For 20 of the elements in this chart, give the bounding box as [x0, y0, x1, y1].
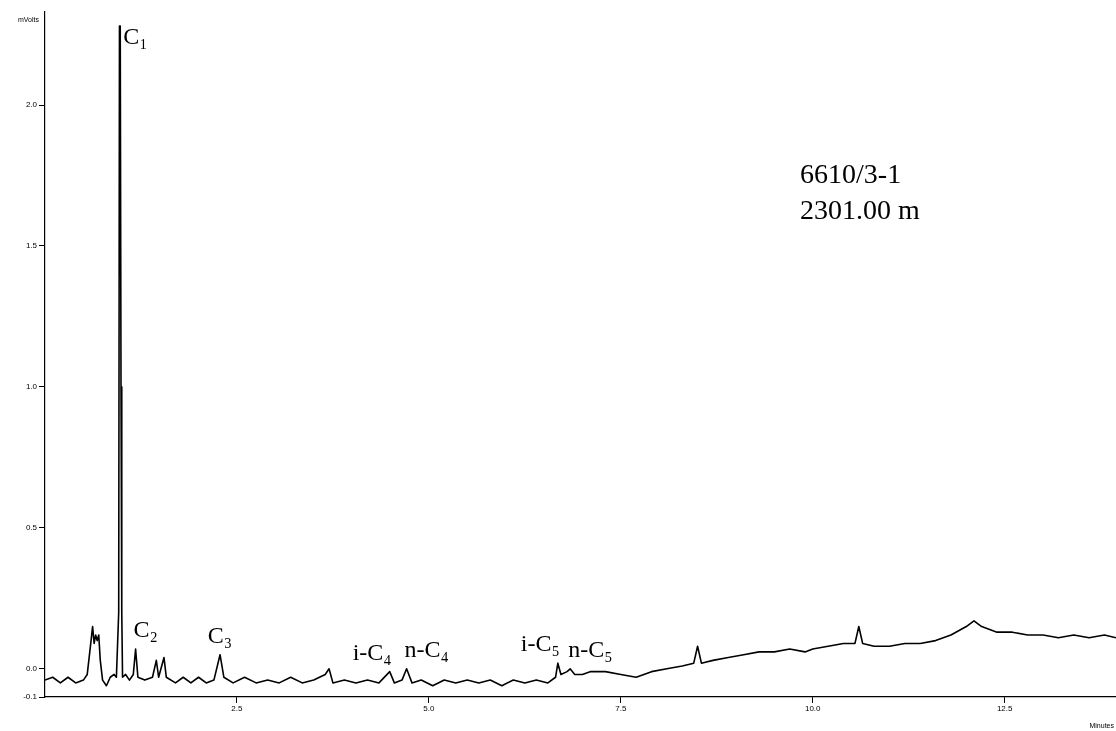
annotation: n-C₅ [568, 636, 613, 663]
annotation: i-C₅ [520, 630, 560, 657]
annotation: n-C₄ [404, 636, 449, 663]
y-tick-label: 0.0 [25, 664, 38, 674]
x-tick-label: 5.0 [423, 704, 435, 713]
annotation: C₂ [133, 616, 158, 643]
x-tick-label: 10.0 [804, 704, 822, 713]
annotation: C₃ [207, 622, 233, 649]
annotation: C₁ [123, 23, 148, 50]
annotation: 6610/3-1 [800, 158, 902, 190]
y-tick-label: 1.5 [25, 241, 38, 251]
annotation: i-C₄ [352, 638, 392, 665]
x-tick-label: 7.5 [615, 704, 627, 713]
annotation: 2301.00 m [800, 194, 921, 226]
y-tick-label: -0.1 [23, 692, 38, 702]
y-tick-label: 0.5 [25, 523, 38, 533]
x-tick-label: 12.5 [996, 704, 1014, 713]
y-tick-label: 1.0 [25, 382, 38, 392]
x-tick-label: 2.5 [231, 704, 244, 713]
y-tick-label: 2.0 [25, 100, 38, 110]
